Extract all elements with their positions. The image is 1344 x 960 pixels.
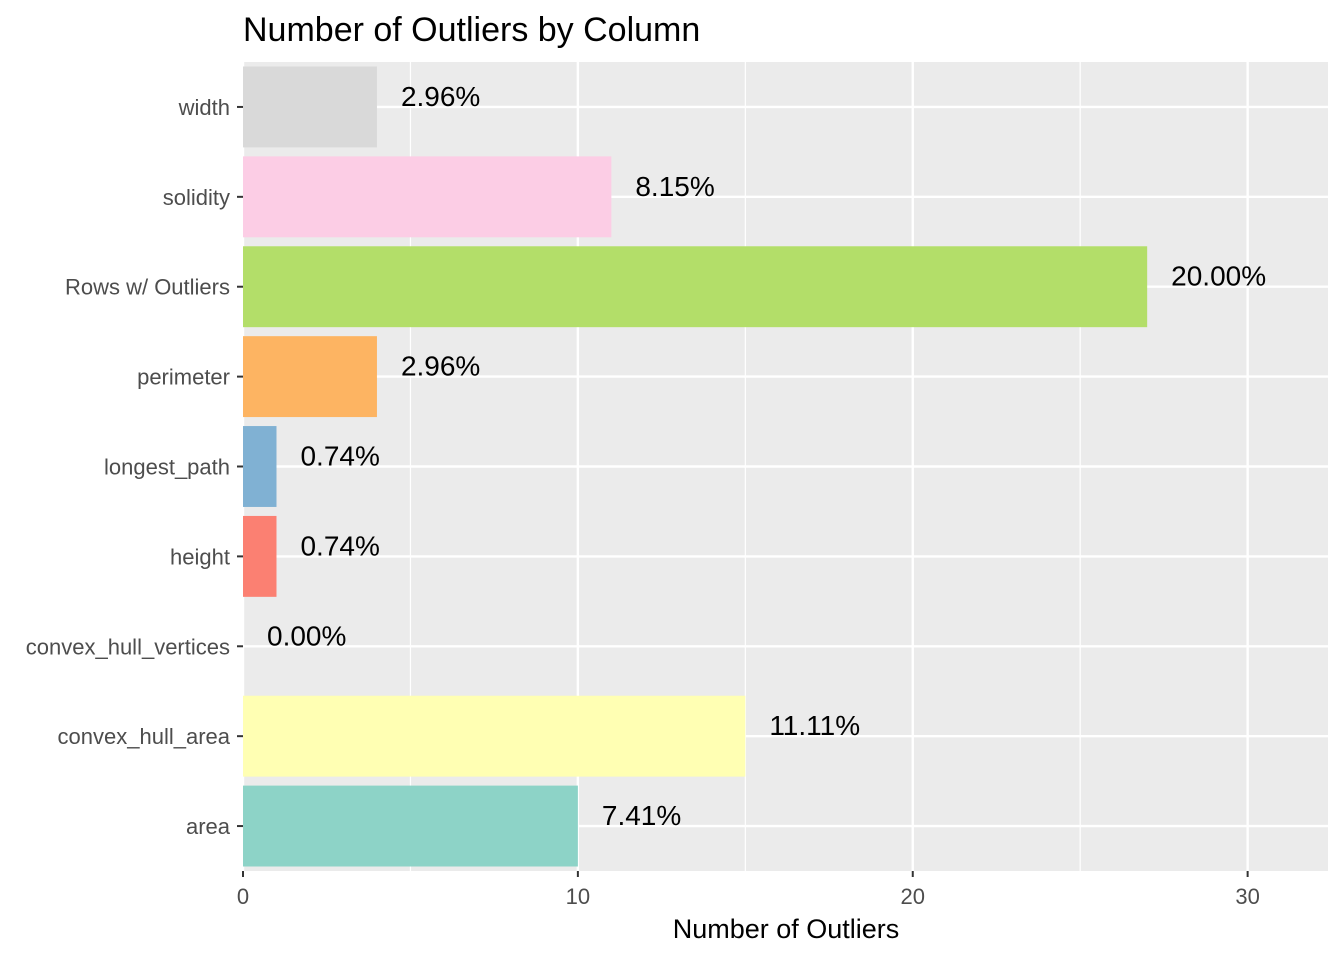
y-tick-label: height: [170, 544, 230, 569]
data-label: 0.74%: [300, 530, 379, 561]
bars-group: [243, 66, 1148, 867]
y-axis: area convex_hull_area convex_hull_vertices…: [26, 95, 243, 839]
data-label: 0.00%: [267, 620, 346, 651]
y-tick-label: convex_hull_vertices: [26, 634, 230, 659]
data-labels-group: 7.41% 11.11% 0.00% 0.74% 0.74% 2.96% 20.00% 8.1…: [267, 81, 1266, 831]
x-tick-label: 20: [901, 884, 925, 909]
data-label: 0.74%: [300, 441, 379, 472]
bar-perimeter: [243, 336, 377, 418]
x-tick-label: 10: [566, 884, 590, 909]
y-tick-label: solidity: [163, 185, 230, 210]
bar-longest-path: [243, 426, 277, 507]
data-label: 2.96%: [401, 81, 480, 112]
data-label: 20.00%: [1171, 261, 1266, 292]
bar-solidity: [243, 156, 612, 238]
y-tick-label: Rows w/ Outliers: [65, 275, 230, 300]
bar-height: [243, 515, 277, 597]
x-axis-title: Number of Outliers: [673, 914, 900, 944]
x-tick-label: 30: [1235, 884, 1259, 909]
bar-rows-w-outliers: [243, 246, 1148, 328]
bar-width: [243, 66, 377, 148]
chart-title: Number of Outliers by Column: [243, 11, 700, 49]
data-label: 2.96%: [401, 351, 480, 382]
y-tick-label: longest_path: [104, 455, 230, 480]
bar-area: [243, 785, 578, 867]
y-tick-label: width: [178, 95, 230, 120]
y-tick-label: area: [186, 814, 231, 839]
x-axis: 0 10 20 30: [237, 871, 1260, 909]
x-tick-label: 0: [237, 884, 249, 909]
y-tick-label: convex_hull_area: [58, 724, 231, 749]
bar-convex-hull-area: [243, 695, 746, 777]
data-label: 8.15%: [635, 171, 714, 202]
data-label: 7.41%: [602, 800, 681, 831]
data-label: 11.11%: [769, 710, 860, 741]
y-tick-label: perimeter: [137, 365, 230, 390]
